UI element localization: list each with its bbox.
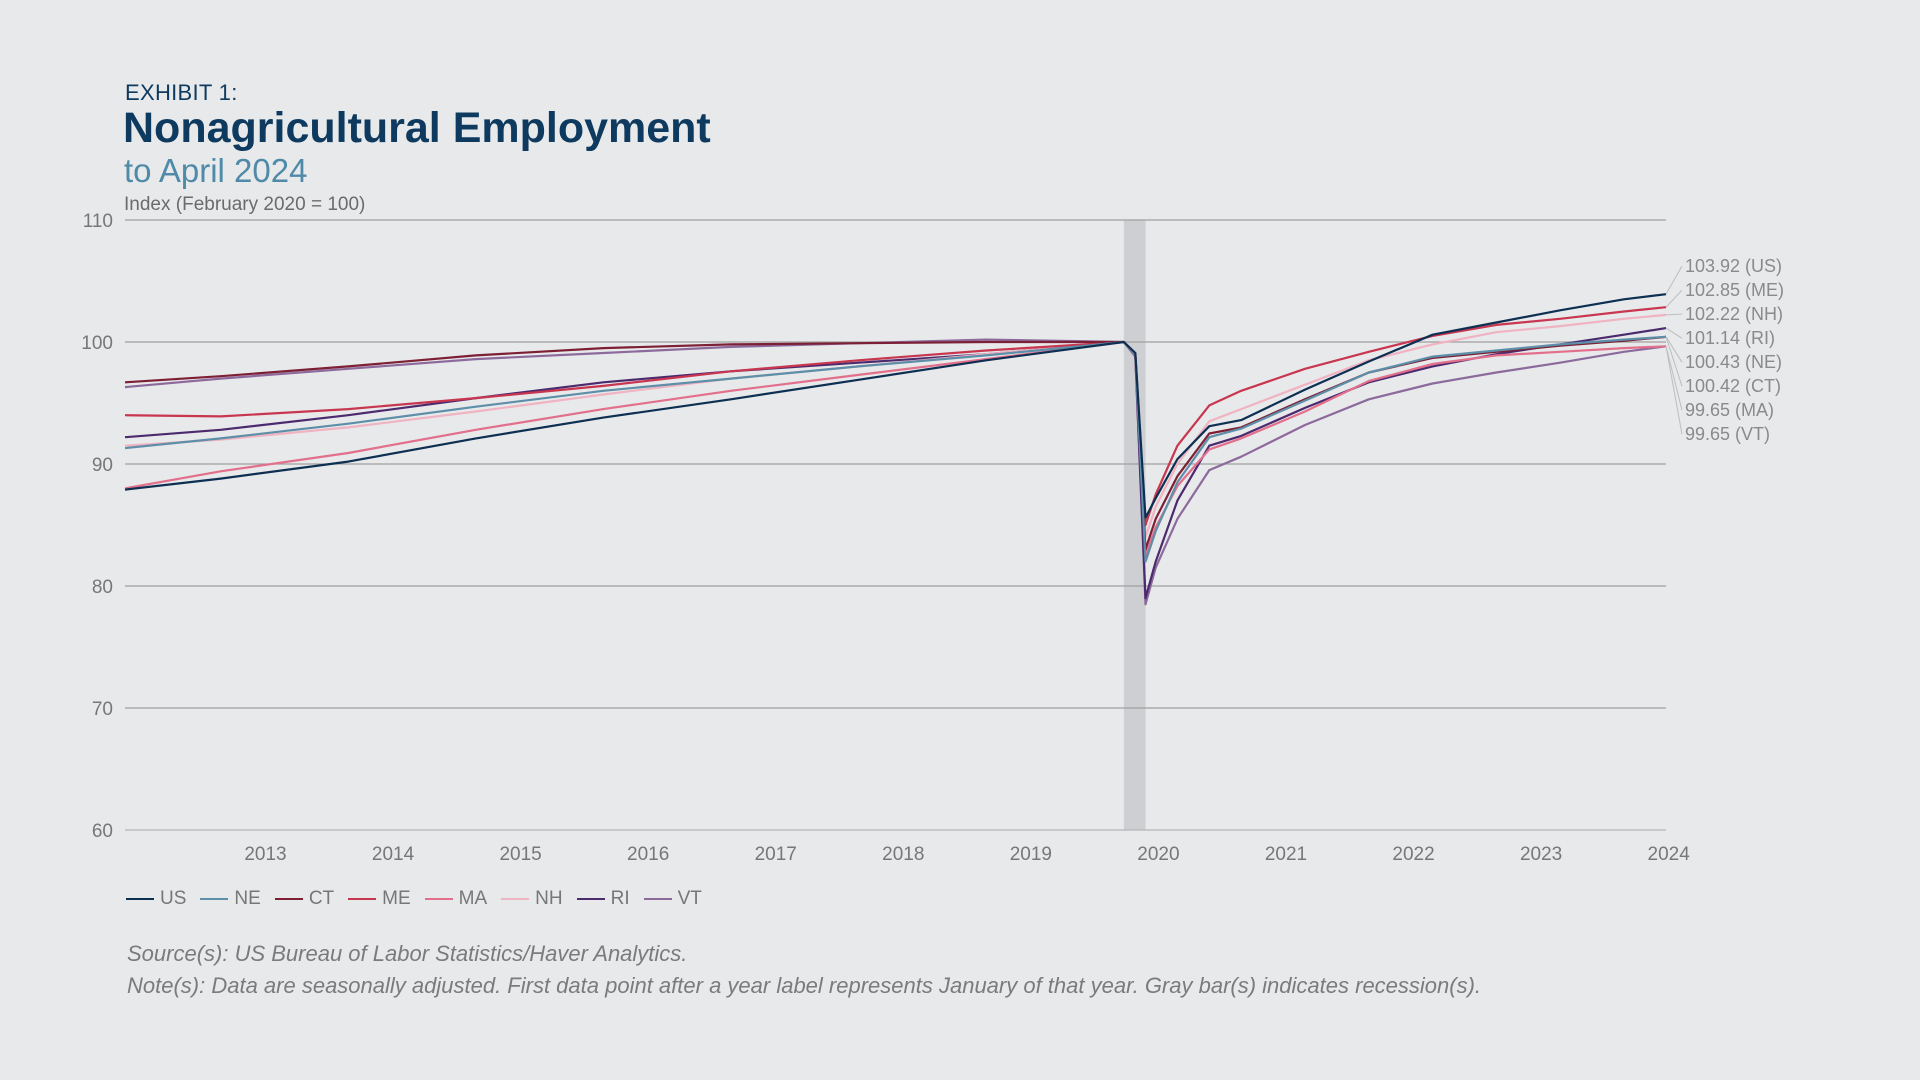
legend-item-ri: RI: [576, 888, 630, 910]
exhibit-label: EXHIBIT 1:: [125, 80, 238, 105]
series-line-nh: [124, 313, 1667, 539]
x-tick-label: 2015: [499, 844, 541, 865]
x-tick-label: 2023: [1520, 844, 1562, 865]
legend-item-ma: MA: [424, 888, 488, 910]
legend-label: RI: [610, 888, 630, 909]
end-label-ri: 101.14 (RI): [1685, 328, 1775, 348]
end-label-leader: [1665, 346, 1683, 435]
end-label-nh: 102.22 (NH): [1685, 304, 1783, 324]
legend-label: CT: [308, 888, 335, 909]
y-tick-label: 110: [83, 211, 113, 232]
series-line-ma: [124, 340, 1667, 557]
end-label-vt: 99.65 (VT): [1685, 424, 1770, 444]
legend-item-us: US: [126, 888, 186, 910]
end-label-ct: 100.42 (CT): [1685, 376, 1781, 396]
end-label-me: 102.85 (ME): [1685, 280, 1784, 300]
x-tick-label: 2016: [627, 844, 669, 865]
y-axis-unit-label: Index (February 2020 = 100): [124, 194, 366, 215]
x-tick-label: 2021: [1265, 844, 1307, 865]
series-line-vt: [124, 338, 1667, 606]
end-label-leader: [1665, 327, 1683, 339]
end-label-leader: [1665, 336, 1683, 363]
y-tick-label: 60: [92, 821, 113, 842]
end-label-us: 103.92 (US): [1685, 256, 1782, 276]
legend-label: ME: [382, 888, 411, 909]
legend-swatch: [424, 898, 453, 900]
x-tick-label: 2017: [755, 844, 797, 865]
x-tick-label: 2014: [372, 844, 415, 865]
source-note: Source(s): US Bureau of Labor Statistics…: [127, 941, 688, 966]
x-tick-label: 2013: [244, 844, 286, 865]
x-tick-label: 2022: [1392, 844, 1434, 865]
series-lines: [124, 293, 1667, 606]
x-tick-label: 2020: [1137, 844, 1179, 865]
end-labels: 103.92 (US) 102.85 (ME) 102.22 (NH) 101.14 …: [1665, 256, 1784, 444]
legend-item-ne: NE: [200, 888, 261, 910]
recession-bar: [1123, 220, 1146, 830]
end-label-leader: [1665, 313, 1683, 316]
legend-swatch: [643, 898, 672, 900]
legend-label: NE: [234, 888, 261, 909]
series-line-me: [124, 306, 1667, 527]
y-tick-label: 100: [81, 333, 113, 354]
series-line-ct: [124, 335, 1667, 551]
y-tick-label: 70: [92, 699, 113, 720]
legend-item-nh: NH: [501, 888, 563, 910]
y-tick-label: 80: [92, 577, 113, 598]
y-axis-ticks: 60 70 80 90 100 110: [81, 211, 113, 842]
end-label-ne: 100.43 (NE): [1685, 352, 1782, 372]
end-label-leader: [1665, 265, 1683, 295]
legend-label: MA: [458, 888, 488, 909]
chart-subtitle: to April 2024: [124, 152, 308, 189]
x-tick-label: 2018: [882, 844, 924, 865]
end-label-leader: [1665, 346, 1683, 411]
legend-swatch: [501, 898, 530, 900]
legend-swatch: [576, 898, 605, 900]
data-note: Note(s): Data are seasonally adjusted. F…: [127, 973, 1482, 998]
legend-item-vt: VT: [643, 888, 702, 910]
end-label-leader: [1665, 336, 1683, 387]
legend-swatch: [348, 898, 377, 900]
recession-bars: [1123, 220, 1146, 830]
x-tick-label: 2019: [1010, 844, 1052, 865]
series-line-ne: [124, 335, 1667, 563]
series-line-us: [124, 293, 1667, 519]
legend-item-ct: CT: [274, 888, 335, 910]
end-label-leader: [1665, 289, 1683, 308]
legend-swatch: [200, 898, 229, 900]
legend-swatch: [274, 898, 303, 900]
legend-item-me: ME: [348, 888, 411, 910]
chart-title: Nonagricultural Employment: [123, 104, 711, 152]
legend-swatch: [126, 898, 154, 900]
legend-label: US: [160, 888, 187, 909]
gridlines: [125, 219, 1666, 831]
legend-label: VT: [677, 888, 702, 909]
y-tick-label: 90: [92, 455, 113, 476]
footnotes: Source(s): US Bureau of Labor Statistics…: [127, 938, 1481, 1002]
end-label-ma: 99.65 (MA): [1685, 400, 1774, 420]
legend-label: NH: [535, 888, 563, 909]
x-axis-ticks: 2013 2014 2015 2016 2017 2018 2019 2020 2021 2022…: [244, 844, 1690, 865]
legend: US NE CT ME MA NH RI VT: [126, 888, 702, 910]
x-tick-label: 2024: [1648, 844, 1691, 865]
